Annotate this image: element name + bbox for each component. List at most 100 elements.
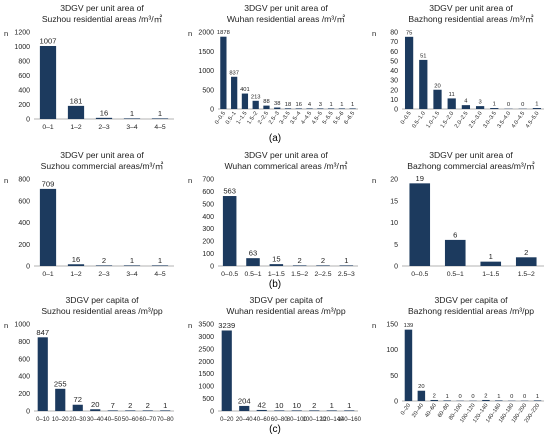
bar bbox=[125, 410, 136, 411]
y-tick-label: 500 bbox=[202, 396, 214, 403]
x-tick-label: 0–0.5 bbox=[221, 271, 238, 278]
x-tick-label: 50–60 bbox=[122, 417, 139, 423]
data-label: 2 bbox=[146, 401, 150, 410]
x-tick-label: 100–120 bbox=[303, 417, 327, 423]
data-label: 20 bbox=[418, 384, 424, 390]
data-label: 255 bbox=[54, 379, 67, 388]
data-label: 16 bbox=[72, 255, 80, 264]
data-label: 1 bbox=[536, 394, 539, 400]
y-axis-label: n bbox=[4, 176, 8, 185]
y-axis-label: n bbox=[372, 29, 376, 38]
x-tick-label: 40–60 bbox=[424, 403, 438, 419]
data-label: 0 bbox=[523, 394, 526, 400]
bar bbox=[263, 105, 270, 109]
data-label: 2 bbox=[298, 256, 302, 265]
data-label: 4 bbox=[464, 99, 468, 105]
bar bbox=[532, 108, 542, 109]
bar bbox=[269, 264, 284, 266]
data-label: 42 bbox=[258, 400, 266, 409]
data-label: 1 bbox=[158, 256, 162, 265]
y-axis-label: n bbox=[188, 321, 192, 330]
y-axis-label: n bbox=[4, 29, 8, 38]
x-tick-label: 0.5–1 bbox=[244, 271, 261, 278]
bar bbox=[404, 36, 414, 109]
data-label: 139 bbox=[404, 323, 414, 329]
y-tick-label: 1200 bbox=[14, 30, 30, 37]
x-tick-label: 4–5 bbox=[154, 124, 166, 131]
chart-title-line: 3DGV per unit area of bbox=[429, 150, 513, 160]
data-label: 1 bbox=[535, 102, 538, 108]
bar bbox=[327, 108, 335, 109]
data-label: 1007 bbox=[40, 36, 57, 45]
data-label: 0 bbox=[471, 394, 474, 400]
chart-title-line: Wuhan residential areas /m³/㎡ bbox=[227, 14, 346, 24]
y-tick-label: 800 bbox=[18, 59, 30, 66]
chart-title-line: 3DGV per unit area of bbox=[60, 150, 144, 160]
x-tick-label: 0–20 bbox=[400, 403, 412, 417]
data-label: 1 bbox=[130, 256, 134, 265]
bar bbox=[515, 257, 537, 266]
x-tick-label: 2.0–2.5 bbox=[454, 111, 470, 130]
data-label: 837 bbox=[229, 70, 239, 76]
x-tick-label: 1.5–2.0 bbox=[440, 111, 456, 130]
y-tick-label: 1000 bbox=[198, 384, 214, 391]
data-label: 20 bbox=[434, 83, 440, 89]
bar bbox=[39, 45, 57, 119]
y-tick-label: 2000 bbox=[198, 359, 214, 366]
y-tick-label: 200 bbox=[18, 102, 30, 109]
y-tick-label: 10 bbox=[390, 97, 398, 104]
chart-title-line: 3DGV per unit area of bbox=[429, 3, 513, 13]
data-label: 7 bbox=[111, 401, 115, 410]
chart-title-line: Wuhan commerical areas /m³/㎡ bbox=[224, 161, 347, 171]
x-tick-label: 0.5–1.0 bbox=[411, 111, 427, 130]
data-label: 1 bbox=[347, 401, 351, 410]
data-label: 1 bbox=[340, 102, 343, 108]
bar bbox=[241, 93, 249, 109]
data-label: 2 bbox=[433, 393, 436, 399]
x-tick-label: 1–1.5 bbox=[482, 271, 499, 278]
x-tick-label: 0–10 bbox=[36, 417, 50, 423]
x-tick-label: 1.5–2 bbox=[291, 271, 308, 278]
chart-title-line: Bazhong residential areas /m³/pp bbox=[408, 306, 534, 316]
y-tick-label: 15 bbox=[390, 198, 398, 205]
y-axis-label: n bbox=[188, 176, 192, 185]
y-tick-label: 1000 bbox=[14, 322, 30, 329]
x-tick-label: 1.0–1.5 bbox=[426, 111, 442, 130]
y-tick-label: 200 bbox=[18, 391, 30, 398]
data-label: 2 bbox=[312, 401, 316, 410]
data-label: 4 bbox=[308, 102, 312, 108]
y-tick-label: 0 bbox=[394, 264, 398, 271]
y-tick-label: 0 bbox=[26, 409, 30, 416]
y-tick-label: 20 bbox=[390, 177, 398, 184]
bar bbox=[326, 410, 337, 411]
bar bbox=[67, 105, 85, 119]
y-tick-label: 600 bbox=[202, 189, 214, 196]
bar bbox=[37, 337, 48, 411]
bar bbox=[344, 410, 355, 411]
y-tick-label: 3000 bbox=[198, 334, 214, 341]
data-label: 1 bbox=[329, 102, 332, 108]
bar bbox=[72, 404, 83, 411]
y-tick-label: 0 bbox=[394, 399, 398, 406]
data-label: 1 bbox=[493, 102, 496, 108]
y-tick-label: 40 bbox=[390, 68, 398, 75]
data-label: 1 bbox=[351, 102, 354, 108]
bar bbox=[256, 409, 267, 411]
y-tick-label: 0 bbox=[26, 264, 30, 271]
y-tick-label: 1500 bbox=[198, 49, 214, 56]
bar bbox=[90, 409, 101, 411]
y-tick-label: 100 bbox=[386, 347, 398, 354]
x-tick-label: 0–1 bbox=[42, 124, 54, 131]
y-tick-label: 500 bbox=[202, 201, 214, 208]
data-label: 1 bbox=[489, 252, 493, 261]
bar bbox=[292, 265, 307, 266]
bar bbox=[419, 59, 428, 109]
bar bbox=[151, 118, 169, 119]
chart-title-line: Suzhou residential areas /m³/pp bbox=[41, 306, 163, 316]
y-tick-label: 10 bbox=[390, 220, 398, 227]
bar bbox=[475, 106, 485, 109]
y-tick-label: 60 bbox=[390, 49, 398, 56]
